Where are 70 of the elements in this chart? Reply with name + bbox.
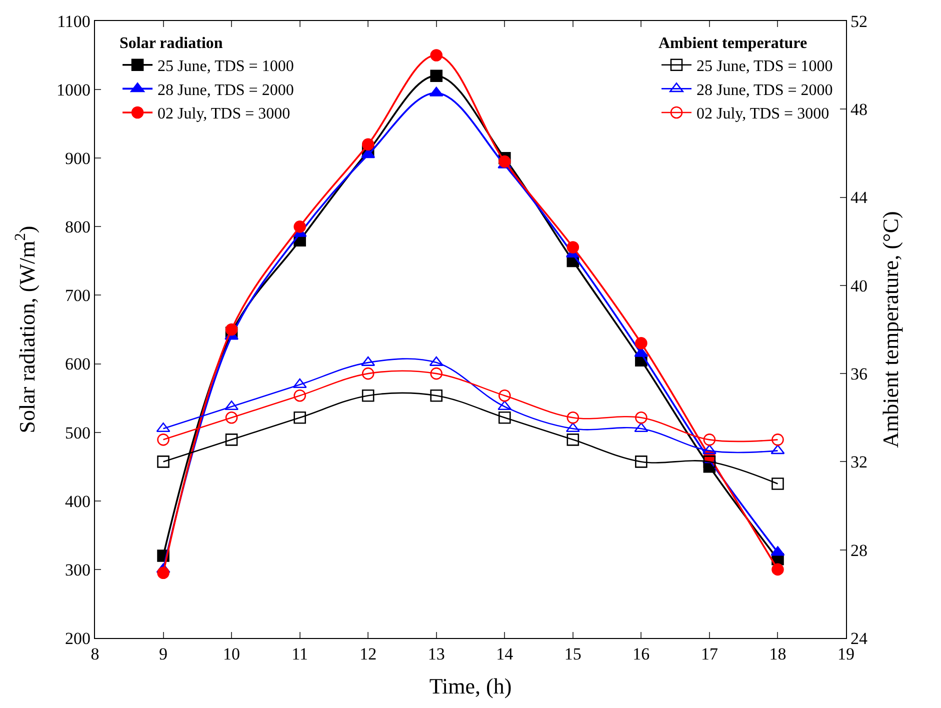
point (635, 337, 648, 350)
point (225, 434, 238, 446)
y-tick-label: 700 (64, 286, 90, 306)
x-tick-label: 13 (428, 644, 445, 664)
point (635, 411, 648, 424)
point (430, 389, 443, 402)
point (430, 367, 443, 380)
legend-label: 25 June, TDS = 1000 (158, 58, 294, 76)
x-tick-label: 10 (223, 644, 240, 664)
point (772, 434, 784, 446)
x-axis-title: Time, (h) (429, 673, 512, 698)
x-tick-label: 16 (632, 644, 650, 664)
legend-label: 25 June, TDS = 1000 (696, 58, 833, 76)
point (294, 389, 306, 402)
point (362, 138, 374, 151)
y-tick-label: 900 (64, 149, 90, 168)
y-tick-label: 600 (64, 354, 90, 374)
point (362, 367, 374, 380)
x-tick-label: 18 (769, 644, 786, 664)
x-tick-label: 14 (496, 644, 514, 664)
y-tick-label: 200 (64, 628, 90, 648)
y2-axis-title: Ambient temperature, (°C) (878, 211, 903, 448)
point (498, 411, 511, 424)
y-tick-label: 400 (64, 492, 90, 511)
point (157, 456, 170, 468)
point (566, 411, 580, 424)
point (294, 411, 306, 424)
point (498, 389, 511, 402)
y-tick-label: 300 (64, 560, 90, 580)
point (566, 434, 580, 446)
y2-tick-label: 48 (850, 100, 868, 120)
legend-label: 28 June, TDS = 2000 (158, 82, 294, 99)
y2-tick-label: 44 (850, 188, 868, 208)
point (703, 456, 716, 468)
y-tick-label: 1000 (56, 80, 90, 100)
point (294, 220, 306, 233)
point (703, 434, 716, 446)
point (772, 563, 784, 576)
y2-tick-label: 40 (850, 276, 868, 296)
point (430, 49, 443, 62)
legend-label: 28 June, TDS = 2000 (696, 82, 833, 99)
x-tick-label: 9 (159, 644, 168, 664)
point (772, 478, 784, 490)
point (225, 323, 238, 336)
legend-label: 02 July, TDS = 3000 (158, 106, 290, 123)
y2-tick-label: 32 (850, 452, 868, 472)
text: Ambient temperature (658, 34, 808, 52)
y-tick-label: 500 (64, 423, 90, 442)
point (498, 155, 511, 168)
point (362, 389, 374, 402)
point (498, 400, 512, 410)
point (430, 70, 443, 82)
y-tick-label: 800 (64, 218, 90, 237)
x-tick-label: 15 (564, 644, 582, 664)
point (157, 434, 170, 446)
text: Solar radiation (120, 34, 223, 52)
point (635, 456, 648, 468)
legend-label: 02 July, TDS = 3000 (696, 106, 830, 123)
point (566, 241, 580, 254)
y-tick-label: 1100 (57, 12, 90, 31)
x-tick-label: 8 (90, 644, 100, 664)
point (224, 400, 239, 410)
y2-tick-label: 52 (850, 12, 868, 31)
y2-tick-label: 28 (850, 540, 868, 560)
x-tick-label: 11 (292, 644, 308, 664)
x-tick-label: 12 (360, 644, 377, 664)
point (225, 411, 238, 424)
point (157, 566, 170, 580)
y2-tick-label: 36 (850, 364, 868, 384)
x-tick-label: 17 (700, 644, 718, 664)
